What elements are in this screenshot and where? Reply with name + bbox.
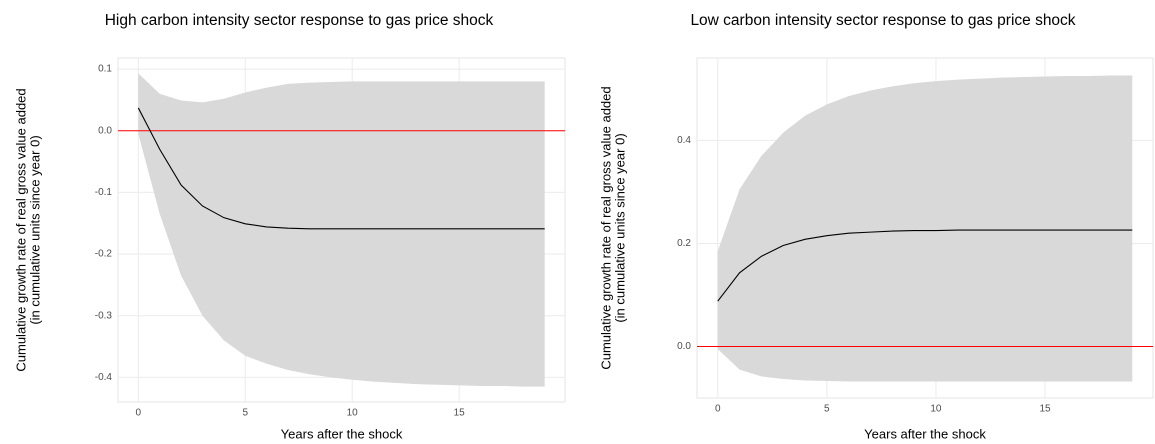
- x-tick-label: 0: [136, 408, 142, 419]
- confidence-band: [717, 75, 1133, 382]
- y-tick-label: 0.0: [98, 125, 112, 136]
- y-tick-label: -0.2: [95, 249, 113, 260]
- y-tick-label: -0.1: [95, 187, 113, 198]
- y-tick-label: -0.3: [95, 310, 113, 321]
- chart-title: High carbon intensity sector response to…: [105, 12, 494, 29]
- x-tick-label: 15: [1039, 404, 1051, 415]
- panel-border: [696, 57, 1154, 399]
- x-axis-title: Years after the shock: [281, 426, 403, 441]
- y-axis-title: (in cumulative units since year 0): [612, 133, 627, 322]
- y-axis-title: Cumulative growth rate of real gross val…: [598, 86, 613, 369]
- y-tick-label: -0.4: [95, 372, 113, 383]
- x-tick-label: 15: [454, 408, 466, 419]
- x-tick-label: 0: [715, 404, 721, 415]
- y-tick-label: 0.2: [677, 238, 691, 249]
- x-tick-label: 5: [242, 408, 248, 419]
- x-tick-label: 10: [930, 404, 942, 415]
- y-tick-label: 0.0: [677, 341, 691, 352]
- y-tick-label: 0.4: [677, 135, 691, 146]
- chart-title: Low carbon intensity sector response to …: [690, 12, 1075, 29]
- x-tick-label: 10: [347, 408, 359, 419]
- panel-border: [117, 57, 566, 403]
- x-axis-title: Years after the shock: [864, 426, 986, 441]
- response-line: [717, 229, 1133, 302]
- x-tick-label: 5: [824, 404, 830, 415]
- y-axis-title: Cumulative growth rate of real gross val…: [13, 88, 28, 371]
- confidence-band: [138, 73, 545, 387]
- y-axis-title: (in cumulative units since year 0): [27, 135, 42, 324]
- response-line: [137, 107, 545, 230]
- y-tick-label: 0.1: [98, 64, 112, 75]
